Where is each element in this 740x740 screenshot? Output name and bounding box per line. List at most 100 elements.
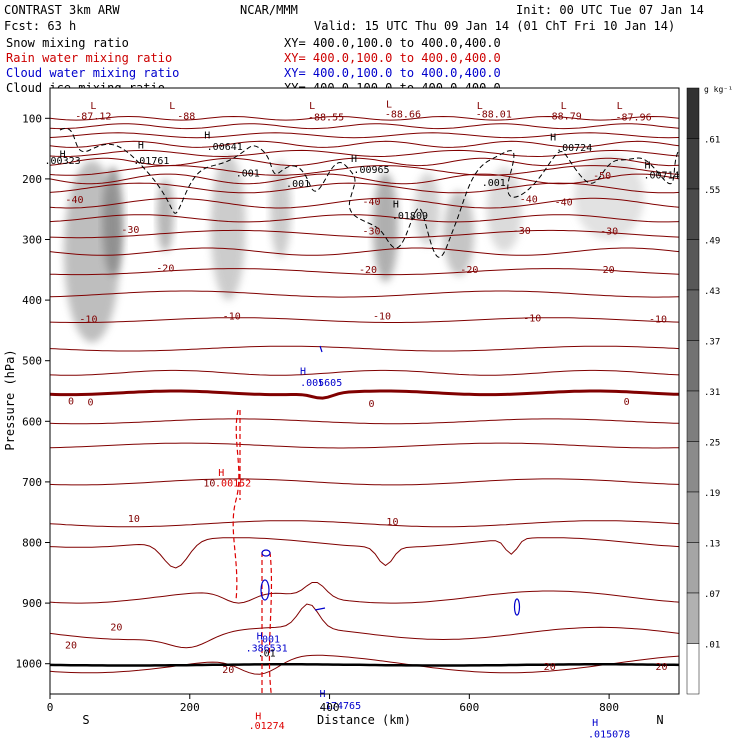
contour-label: L (90, 101, 96, 112)
colorbar-swatch (686, 289, 700, 341)
contour-label: 0 (624, 397, 630, 408)
colorbar-swatch (686, 542, 700, 594)
colorbar-label: .61 (704, 136, 720, 146)
contour-label: .00152 (215, 479, 251, 490)
y-tick-label: 900 (22, 597, 42, 610)
snow-blob (270, 160, 292, 258)
contour-label: 20 (544, 662, 556, 673)
contour-label: -40 (362, 197, 380, 208)
x-axis-label: Distance (km) (317, 713, 411, 727)
contour-label: H (300, 367, 306, 378)
isotherm (50, 695, 679, 708)
model-title: CONTRAST 3km ARW (4, 3, 120, 17)
contour-label: -87.96 (616, 113, 652, 124)
valid-time: Valid: 15 UTC Thu 09 Jan 14 (01 ChT Fri … (314, 19, 675, 33)
contour-label: 10 (203, 479, 215, 490)
isotherm (50, 165, 679, 176)
contour-label: -20 (156, 264, 174, 275)
x-tick-label: 200 (180, 701, 200, 714)
snow-blob (372, 172, 399, 282)
contour-label: -87.12 (75, 112, 111, 123)
ice-contour (59, 127, 679, 258)
isotherm (50, 603, 679, 649)
isotherm (50, 247, 679, 256)
contour-label: 0 (68, 396, 74, 407)
contour-label: 0 (88, 398, 94, 409)
contour-label: H (351, 154, 357, 165)
isotherm (50, 268, 679, 276)
contour-label: -40 (65, 195, 83, 206)
y-tick-label: 300 (22, 234, 42, 247)
contour-label: .001 (482, 178, 506, 189)
contour-label: H (592, 718, 598, 729)
contour-label: H (393, 199, 399, 210)
contour-label: -88.79 (546, 112, 582, 123)
plot-frame (49, 87, 680, 695)
isotherm (50, 149, 679, 158)
contour-label: L (477, 101, 483, 112)
field-snow-name: Snow mixing ratio (6, 36, 129, 50)
field-rain-name: Rain water mixing ratio (6, 51, 172, 65)
field-cloud-name: Cloud water mixing ratio (6, 66, 179, 80)
y-axis-label: Pressure (hPa) (3, 349, 17, 450)
contour-label: -30 (513, 226, 531, 237)
colorbar-label: .13 (704, 540, 720, 550)
isotherm (50, 345, 679, 352)
colorbar-label: .01 (704, 641, 720, 651)
cloud-contour-small (314, 345, 326, 611)
contour-label: .00714 (643, 170, 679, 181)
center-title: NCAR/MMM (240, 3, 298, 17)
isotherm (50, 442, 679, 449)
contour-label: H (218, 468, 224, 479)
isotherm (50, 582, 679, 604)
contour-label: .015078 (588, 730, 630, 740)
colorbar-swatch (686, 340, 700, 392)
contour-label: L (561, 101, 567, 112)
colorbar-swatch (686, 87, 700, 139)
rain-contour-lower (261, 551, 273, 694)
isotherm (50, 197, 679, 209)
colorbar-swatch (686, 592, 700, 644)
contour-label: -40 (555, 198, 573, 209)
x-tick-label: 600 (459, 701, 479, 714)
colorbar-label: .25 (704, 439, 720, 449)
contour-label: H (550, 133, 556, 144)
ground-line (50, 663, 679, 667)
contour-label: .01809 (392, 211, 428, 222)
contour-label: -10 (523, 313, 541, 324)
contour-label: .001 (286, 179, 310, 190)
colorbar-swatch (686, 138, 700, 190)
isotherm (50, 290, 679, 298)
cloud-ice-contours (59, 127, 679, 258)
isotherm (50, 157, 679, 167)
contour-label: .174765 (319, 701, 361, 712)
cloud-contour (261, 549, 271, 557)
contour-label: -10 (79, 315, 97, 326)
isotherm (50, 654, 679, 675)
field-snow-xy: XY= 400.0,100.0 to 400.0,400.0 (284, 36, 501, 50)
isotherm (50, 123, 679, 130)
contour-label: .01 (258, 648, 276, 659)
contour-label: -50 (593, 171, 611, 182)
contour-label: L (386, 99, 392, 110)
colorbar-label: .31 (704, 388, 720, 398)
rain-cloud-contours (232, 345, 521, 694)
contour-label: 0 (368, 399, 374, 410)
isotherm (50, 537, 679, 569)
x-tick-label: 0 (47, 701, 54, 714)
contour-label: .00965 (353, 165, 389, 176)
colorbar-swatch (686, 441, 700, 493)
contour-label: -10 (373, 311, 391, 322)
isotherm (50, 369, 679, 376)
y-tick-label: 400 (22, 294, 42, 307)
colorbar-label: .19 (704, 489, 720, 499)
rain-contour (232, 409, 241, 601)
contour-label: L (309, 101, 315, 112)
colorbar-label: .49 (704, 237, 720, 247)
temperature-contours (50, 115, 679, 708)
isotherm (50, 132, 679, 139)
y-tick-label: 800 (22, 537, 42, 550)
contour-label: .00724 (556, 143, 592, 154)
